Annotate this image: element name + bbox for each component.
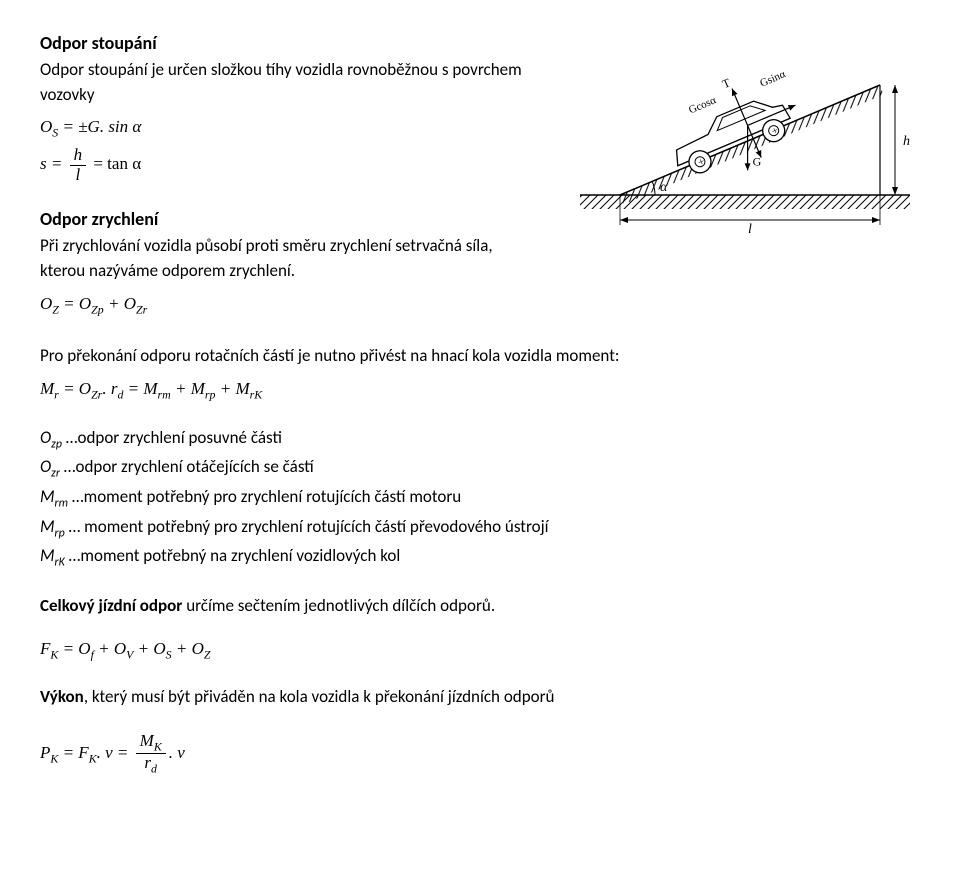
eq-os: OS = ±G. sin α bbox=[40, 115, 540, 142]
label-G: G bbox=[753, 154, 762, 168]
eq-fk: FK = Of + OV + OS + OZ bbox=[40, 637, 920, 664]
label-Gsin: Gsinα bbox=[758, 68, 787, 89]
eq-s: s = hl = tan α bbox=[40, 146, 540, 184]
definition-line: Mrp … moment potřebný pro zrychlení rotu… bbox=[40, 515, 920, 543]
section-moment: Pro překonání odporu rotačních částí je … bbox=[40, 344, 920, 403]
section-vykon: Výkon, který musí být přiváděn na kola v… bbox=[40, 685, 920, 776]
para-celkovy: Celkový jízdní odpor určíme sečtením jed… bbox=[40, 594, 920, 619]
eq-pk: PK = FK. v = MKrd. v bbox=[40, 732, 920, 776]
definition-line: Mrm …moment potřebný pro zrychlení rotuj… bbox=[40, 485, 920, 513]
definitions-list: Ozp …odpor zrychlení posuvné částiOzr …o… bbox=[40, 426, 920, 572]
label-T: T bbox=[720, 75, 733, 91]
definition-line: MrK …moment potřebný na zrychlení vozidl… bbox=[40, 544, 920, 572]
label-Gcos: Gcosα bbox=[687, 94, 718, 116]
left-column: Odpor stoupání Odpor stoupání je určen s… bbox=[40, 30, 540, 322]
eq-mr: Mr = OZr. rd = Mrm + Mrp + MrK bbox=[40, 377, 920, 404]
heading-zrychleni: Odpor zrychlení bbox=[40, 206, 540, 232]
label-alpha: α bbox=[660, 180, 668, 195]
para-stoupani: Odpor stoupání je určen složkou tíhy voz… bbox=[40, 58, 540, 107]
definition-line: Ozp …odpor zrychlení posuvné části bbox=[40, 426, 920, 454]
eq-oz: OZ = OZp + OZr bbox=[40, 292, 540, 319]
para-moment: Pro překonání odporu rotačních částí je … bbox=[40, 344, 920, 369]
label-h: h bbox=[903, 134, 910, 149]
para-vykon: Výkon, který musí být přiváděn na kola v… bbox=[40, 685, 920, 710]
definition-line: Ozr …odpor zrychlení otáčejících se část… bbox=[40, 455, 920, 483]
incline-diagram: h l α + + T bbox=[560, 25, 920, 235]
para-zrychleni: Při zrychlování vozidla působí proti smě… bbox=[40, 234, 540, 283]
section-celkovy: Celkový jízdní odpor určíme sečtením jed… bbox=[40, 594, 920, 663]
heading-stoupani: Odpor stoupání bbox=[40, 30, 540, 56]
label-l: l bbox=[748, 222, 752, 235]
